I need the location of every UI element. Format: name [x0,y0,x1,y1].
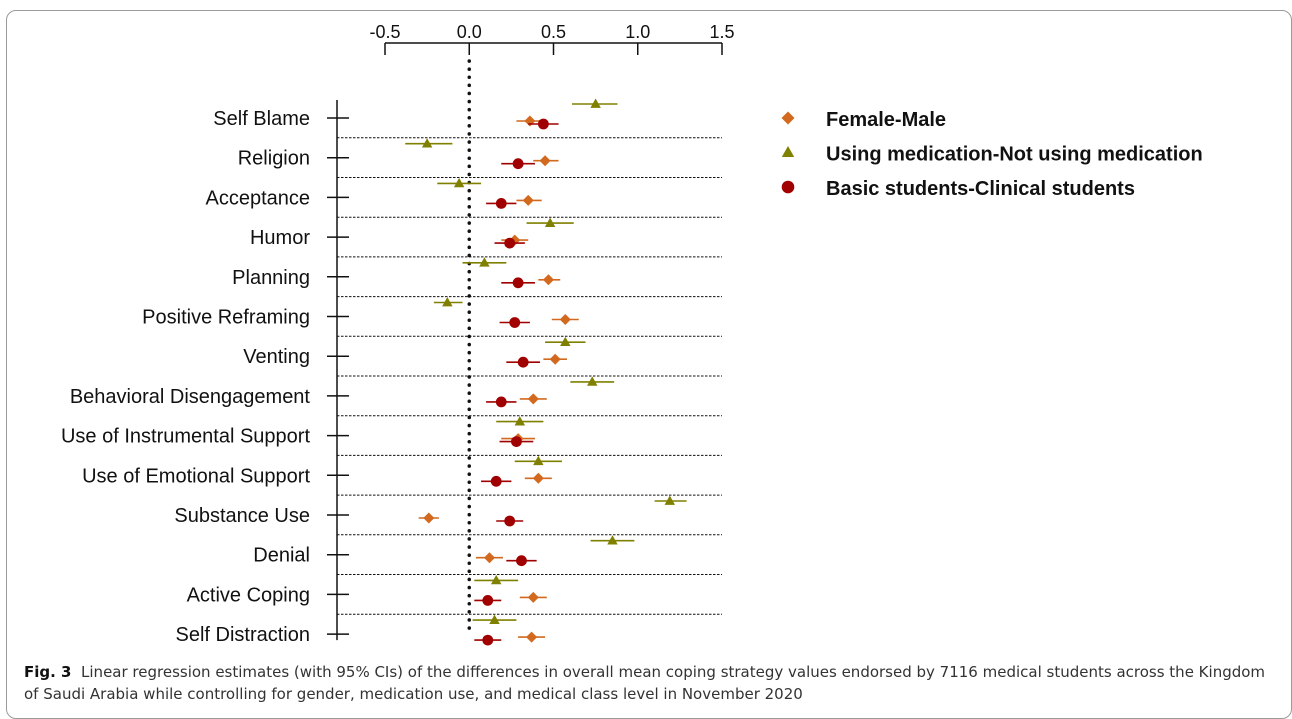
legend-entry: Female-Male [826,109,946,131]
data-point [542,274,554,286]
row-label: Self Blame [213,108,310,130]
legend-marker [781,111,795,125]
rows: Self Blame Religion Acceptance Humor Plannin… [61,100,722,646]
data-point [590,98,601,108]
row-label: Acceptance [205,187,310,209]
data-point [490,574,502,585]
data-point [607,535,618,545]
data-point [516,555,527,567]
x-tick-label: -0.5 [369,22,400,42]
row-label: Use of Instrumental Support [61,426,310,448]
data-point [527,591,539,603]
legend-entry: Basic students-Clinical students [826,178,1135,200]
x-axis: -0.5 0.0 0.5 1.0 1.5 [369,22,735,638]
data-point [533,455,544,466]
data-point [511,436,522,447]
row-label: Humor [250,227,310,249]
data-point [489,614,500,624]
row-label: Religion [238,148,310,170]
data-point [509,317,521,328]
x-tick-label: 1.5 [709,22,734,42]
data-point [559,314,571,325]
data-point [527,393,539,405]
row-label: Substance Use [174,505,310,527]
data-point [483,552,495,564]
data-point [537,118,549,130]
data-point [664,495,675,505]
legend-marker [781,146,795,158]
data-point [526,631,538,643]
data-point [539,155,551,167]
data-point [479,257,490,267]
caption-label: Fig. 3 [24,663,72,681]
row-label: Venting [243,346,310,368]
figure-frame [6,10,1292,719]
caption-text: Linear regression estimates (with 95% CI… [24,663,1266,703]
data-point [587,376,598,386]
data-point [512,277,524,289]
data-point [421,138,433,148]
data-point [482,634,494,646]
legend: Female-Male Using medication-Not using me… [781,109,1203,200]
plot-marks [405,98,687,646]
figure-caption: Fig. 3 Linear regression estimates (with… [24,661,1274,705]
x-tick-label: 0.5 [541,22,566,42]
row-label: Self Distraction [176,624,311,646]
data-point [514,416,526,426]
row-label: Use of Emotional Support [82,465,310,487]
data-point [524,115,536,127]
data-point [442,297,453,307]
data-point [495,198,507,209]
data-point [522,194,534,206]
legend-marker [781,180,795,194]
data-point [517,356,529,368]
data-point [544,217,556,227]
row-label: Planning [232,267,310,289]
data-point [495,396,507,408]
data-point [490,475,502,487]
forest-plot: -0.5 0.0 0.5 1.0 1.5 Self Blame Religion Accep… [61,22,1203,646]
row-label: Positive Reframing [142,307,310,329]
data-point [504,515,516,527]
data-point [423,512,435,524]
x-tick-label: 0.0 [457,22,482,42]
row-label: Active Coping [187,584,310,606]
legend-entry: Using medication-Not using medication [826,144,1203,166]
row-label: Behavioral Disengagement [70,386,311,408]
data-point [504,237,516,249]
row-label: Denial [253,545,310,567]
data-point [549,353,561,365]
data-point [512,158,524,170]
data-point [453,177,465,188]
data-point [560,336,571,347]
x-tick-label: 1.0 [625,22,650,42]
data-point [532,472,544,484]
data-point [482,595,494,606]
